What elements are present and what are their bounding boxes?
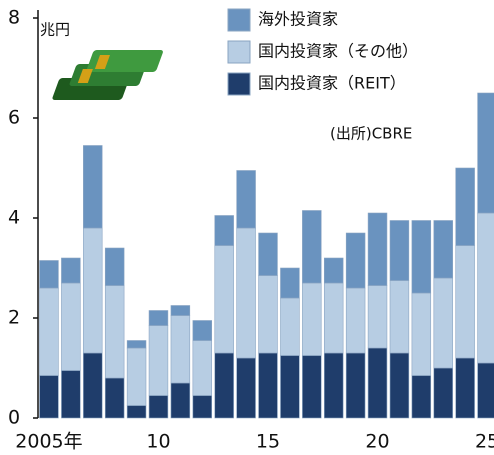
bar-segment: [83, 352, 103, 419]
bar-segment: [170, 305, 191, 316]
bar-segment: [61, 370, 81, 419]
bar-segment: [302, 282, 322, 356]
icon-part: [94, 55, 110, 69]
bar-segment: [192, 395, 213, 419]
bar-segment: [236, 170, 256, 229]
bar-segment: [433, 220, 453, 279]
bar-segment: [214, 215, 234, 246]
legend-swatch: [227, 72, 251, 96]
bar-segment: [345, 352, 366, 419]
bar-segment: [455, 245, 475, 359]
bar-segment: [39, 260, 59, 289]
bar-segment: [455, 357, 475, 419]
bar-segment: [411, 375, 432, 419]
y-tick-label: 6: [8, 107, 20, 129]
x-tick-label: 15: [256, 431, 280, 453]
bar-segment: [126, 347, 147, 406]
bar-segment: [302, 210, 322, 284]
bar-segment: [39, 287, 59, 376]
bar-segment: [148, 395, 169, 419]
bar-segment: [389, 220, 410, 281]
bar-segment: [258, 352, 278, 419]
bar-segment: [302, 355, 322, 419]
bar-segment: [83, 227, 103, 354]
bar-segment: [104, 377, 125, 419]
bar-segment: [104, 285, 125, 379]
bar-segment: [83, 145, 103, 229]
bar-segment: [411, 220, 432, 294]
bar-segment: [236, 357, 256, 419]
bar-segment: [323, 352, 344, 419]
bar-segment: [61, 257, 81, 284]
bar-segment: [192, 320, 213, 341]
legend-label: 海外投資家: [258, 10, 338, 29]
x-tick-label: 20: [365, 431, 389, 453]
bar-segment: [345, 232, 366, 289]
bar-segment: [323, 257, 344, 284]
bar-segment: [192, 340, 213, 396]
bar-segment: [280, 355, 300, 419]
bar-segment: [214, 245, 234, 354]
bar-segment: [170, 382, 191, 419]
bar-segment: [477, 362, 494, 419]
bar-segment: [389, 352, 410, 419]
bar-segment: [477, 212, 494, 364]
bar-segment: [61, 282, 81, 371]
bar-segment: [258, 275, 278, 354]
bar-segment: [323, 282, 344, 354]
y-tick-label: 8: [8, 7, 20, 29]
bar-segment: [411, 292, 432, 376]
source: (出所)CBRE: [330, 125, 412, 143]
y-unit: 兆円: [40, 21, 70, 39]
bar-segment: [455, 167, 475, 246]
legend-label: 国内投資家（REIT）: [258, 74, 406, 93]
money-icon: [52, 50, 163, 100]
y-tick-label: 0: [8, 407, 20, 429]
bar-segment: [258, 232, 278, 276]
bar-segment: [345, 287, 366, 354]
bar-segment: [280, 297, 300, 356]
x-tick-label: 10: [146, 431, 170, 453]
bar-segment: [433, 367, 453, 419]
icon-part: [77, 69, 93, 83]
bar-segment: [367, 212, 388, 286]
bar-segment: [477, 92, 494, 214]
x-tick-label: 25: [475, 431, 494, 453]
bar-segment: [126, 405, 147, 419]
bar-segment: [148, 310, 169, 326]
bar-segment: [214, 352, 234, 419]
bar-segment: [39, 375, 59, 419]
bar-segment: [170, 315, 191, 384]
bar-segment: [236, 227, 256, 359]
bar-segment: [126, 340, 147, 349]
bar-segment: [148, 325, 169, 396]
bar-segment: [433, 277, 453, 369]
bar-segment: [367, 347, 388, 419]
legend-swatch: [227, 8, 251, 32]
bar-segment: [280, 267, 300, 299]
y-tick-label: 4: [8, 207, 20, 229]
bar-segment: [367, 285, 388, 349]
y-tick-label: 2: [8, 307, 20, 329]
bar-segment: [389, 280, 410, 354]
legend-swatch: [227, 40, 251, 64]
legend-label: 国内投資家（その他）: [258, 42, 418, 61]
x-tick-label: 2005年: [15, 431, 82, 453]
bar-segment: [104, 247, 125, 286]
